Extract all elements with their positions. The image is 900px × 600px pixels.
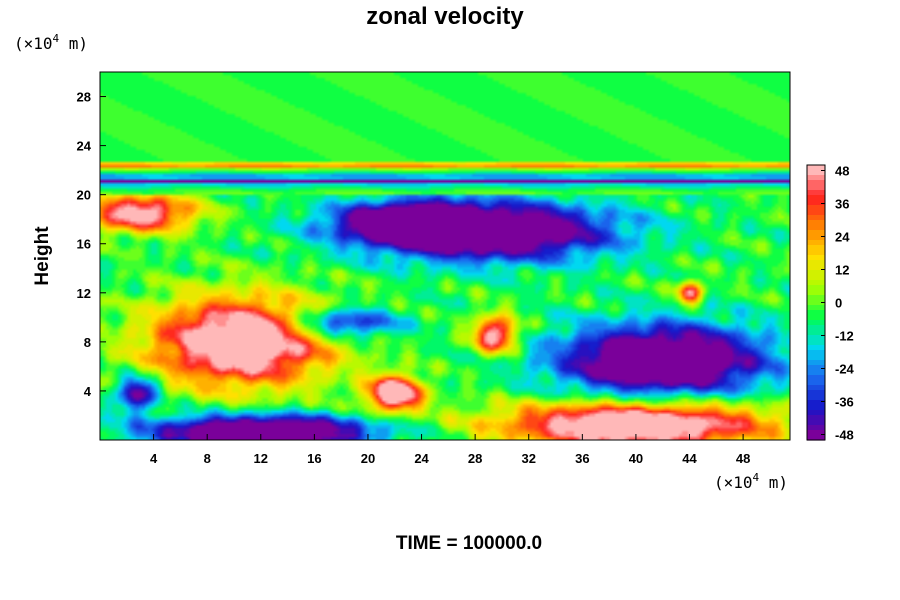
colorbar-segment: [807, 400, 825, 406]
colorbar-segment: [807, 335, 825, 341]
y-tick-label: 16: [77, 237, 91, 252]
colorbar-segment: [807, 370, 825, 376]
y-tick-label: 28: [77, 90, 91, 105]
colorbar-segment: [807, 340, 825, 346]
colorbar-tick-label: 24: [835, 230, 850, 245]
x-tick-label: 8: [204, 451, 211, 466]
x-tick-label: 40: [629, 451, 643, 466]
y-tick-label: 20: [77, 188, 91, 203]
colorbar-segment: [807, 305, 825, 311]
colorbar-segment: [807, 435, 825, 441]
colorbar-segment: [807, 200, 825, 206]
colorbar-segment: [807, 175, 825, 181]
x-tick-label: 28: [468, 451, 482, 466]
colorbar-segment: [807, 220, 825, 226]
colorbar-segment: [807, 225, 825, 231]
colorbar-segment: [807, 255, 825, 261]
colorbar-segment: [807, 430, 825, 436]
colorbar-segment: [807, 365, 825, 371]
x-tick-label: 44: [682, 451, 697, 466]
colorbar-segment: [807, 230, 825, 236]
x-tick-label: 36: [575, 451, 589, 466]
heatmap-image: [100, 72, 790, 440]
colorbar-segment: [807, 390, 825, 396]
colorbar-segment: [807, 320, 825, 326]
colorbar-segment: [807, 275, 825, 281]
colorbar-segment: [807, 410, 825, 416]
colorbar-segment: [807, 165, 825, 171]
y-unit-label: (×104 m): [14, 32, 88, 53]
colorbar-tick-label: -12: [835, 329, 854, 344]
x-tick-label: 20: [361, 451, 375, 466]
colorbar-tick-label: 0: [835, 296, 842, 311]
x-unit-label: (×104 m): [714, 471, 788, 492]
colorbar-segment: [807, 240, 825, 246]
colorbar-segment: [807, 395, 825, 401]
x-tick-label: 24: [414, 451, 429, 466]
colorbar-segment: [807, 380, 825, 386]
colorbar-segment: [807, 375, 825, 381]
colorbar-segment: [807, 250, 825, 256]
colorbar-segment: [807, 345, 825, 351]
colorbar-segment: [807, 280, 825, 286]
colorbar-tick-label: -48: [835, 428, 854, 443]
colorbar-segment: [807, 360, 825, 366]
colorbar-segment: [807, 315, 825, 321]
x-axis: 4 8 12 16 20 24 28 32 36 40 44 48: [150, 434, 750, 466]
x-tick-label: 32: [522, 451, 536, 466]
x-tick-label: 48: [736, 451, 750, 466]
x-tick-label: 4: [150, 451, 158, 466]
colorbar-segment: [807, 265, 825, 271]
colorbar-segment: [807, 205, 825, 211]
colorbar-segment: [807, 285, 825, 291]
colorbar-segment: [807, 260, 825, 266]
y-tick-label: 8: [84, 335, 91, 350]
colorbar-tick-label: -24: [835, 362, 855, 377]
colorbar-segment: [807, 190, 825, 196]
colorbar-segment: [807, 180, 825, 186]
x-tick-label: 12: [254, 451, 268, 466]
colorbar-tick-label: 12: [835, 263, 849, 278]
colorbar-segment: [807, 215, 825, 221]
plot-frame: [99, 71, 791, 441]
colorbar-segment: [807, 310, 825, 316]
colorbar-tick-label: 48: [835, 164, 849, 179]
y-tick-label: 12: [77, 286, 91, 301]
colorbar-segment: [807, 290, 825, 296]
colorbar-segment: [807, 295, 825, 301]
colorbar-segment: [807, 170, 825, 176]
colorbar-segment: [807, 195, 825, 201]
colorbar-segment: [807, 355, 825, 361]
time-label: TIME = 100000.0: [396, 533, 542, 554]
colorbar-segment: [807, 425, 825, 431]
chart-title: zonal velocity: [366, 3, 524, 30]
x-tick-label: 16: [307, 451, 321, 466]
colorbar-segment: [807, 245, 825, 251]
colorbar-segment: [807, 330, 825, 336]
colorbar-segment: [807, 300, 825, 306]
colorbar-segment: [807, 405, 825, 411]
colorbar-segment: [807, 185, 825, 191]
y-tick-label: 4: [84, 384, 92, 399]
colorbar-tick-label: -36: [835, 395, 854, 410]
colorbar-segment: [807, 270, 825, 276]
y-tick-label: 24: [77, 139, 92, 154]
colorbar-segment: [807, 210, 825, 216]
colorbar-segment: [807, 385, 825, 391]
colorbar-segment: [807, 420, 825, 426]
colorbar-tick-label: 36: [835, 197, 849, 212]
plot-area: [100, 72, 790, 440]
colorbar-segment: [807, 415, 825, 421]
y-axis: 4 8 12 16 20 24 28: [77, 90, 106, 399]
colorbar-segment: [807, 235, 825, 241]
colorbar-segment: [807, 350, 825, 356]
y-axis-label: Height: [32, 226, 53, 286]
colorbar-segment: [807, 325, 825, 331]
colorbar: 48 36 24 12 0 -12 -24 -36 -48: [806, 164, 855, 443]
